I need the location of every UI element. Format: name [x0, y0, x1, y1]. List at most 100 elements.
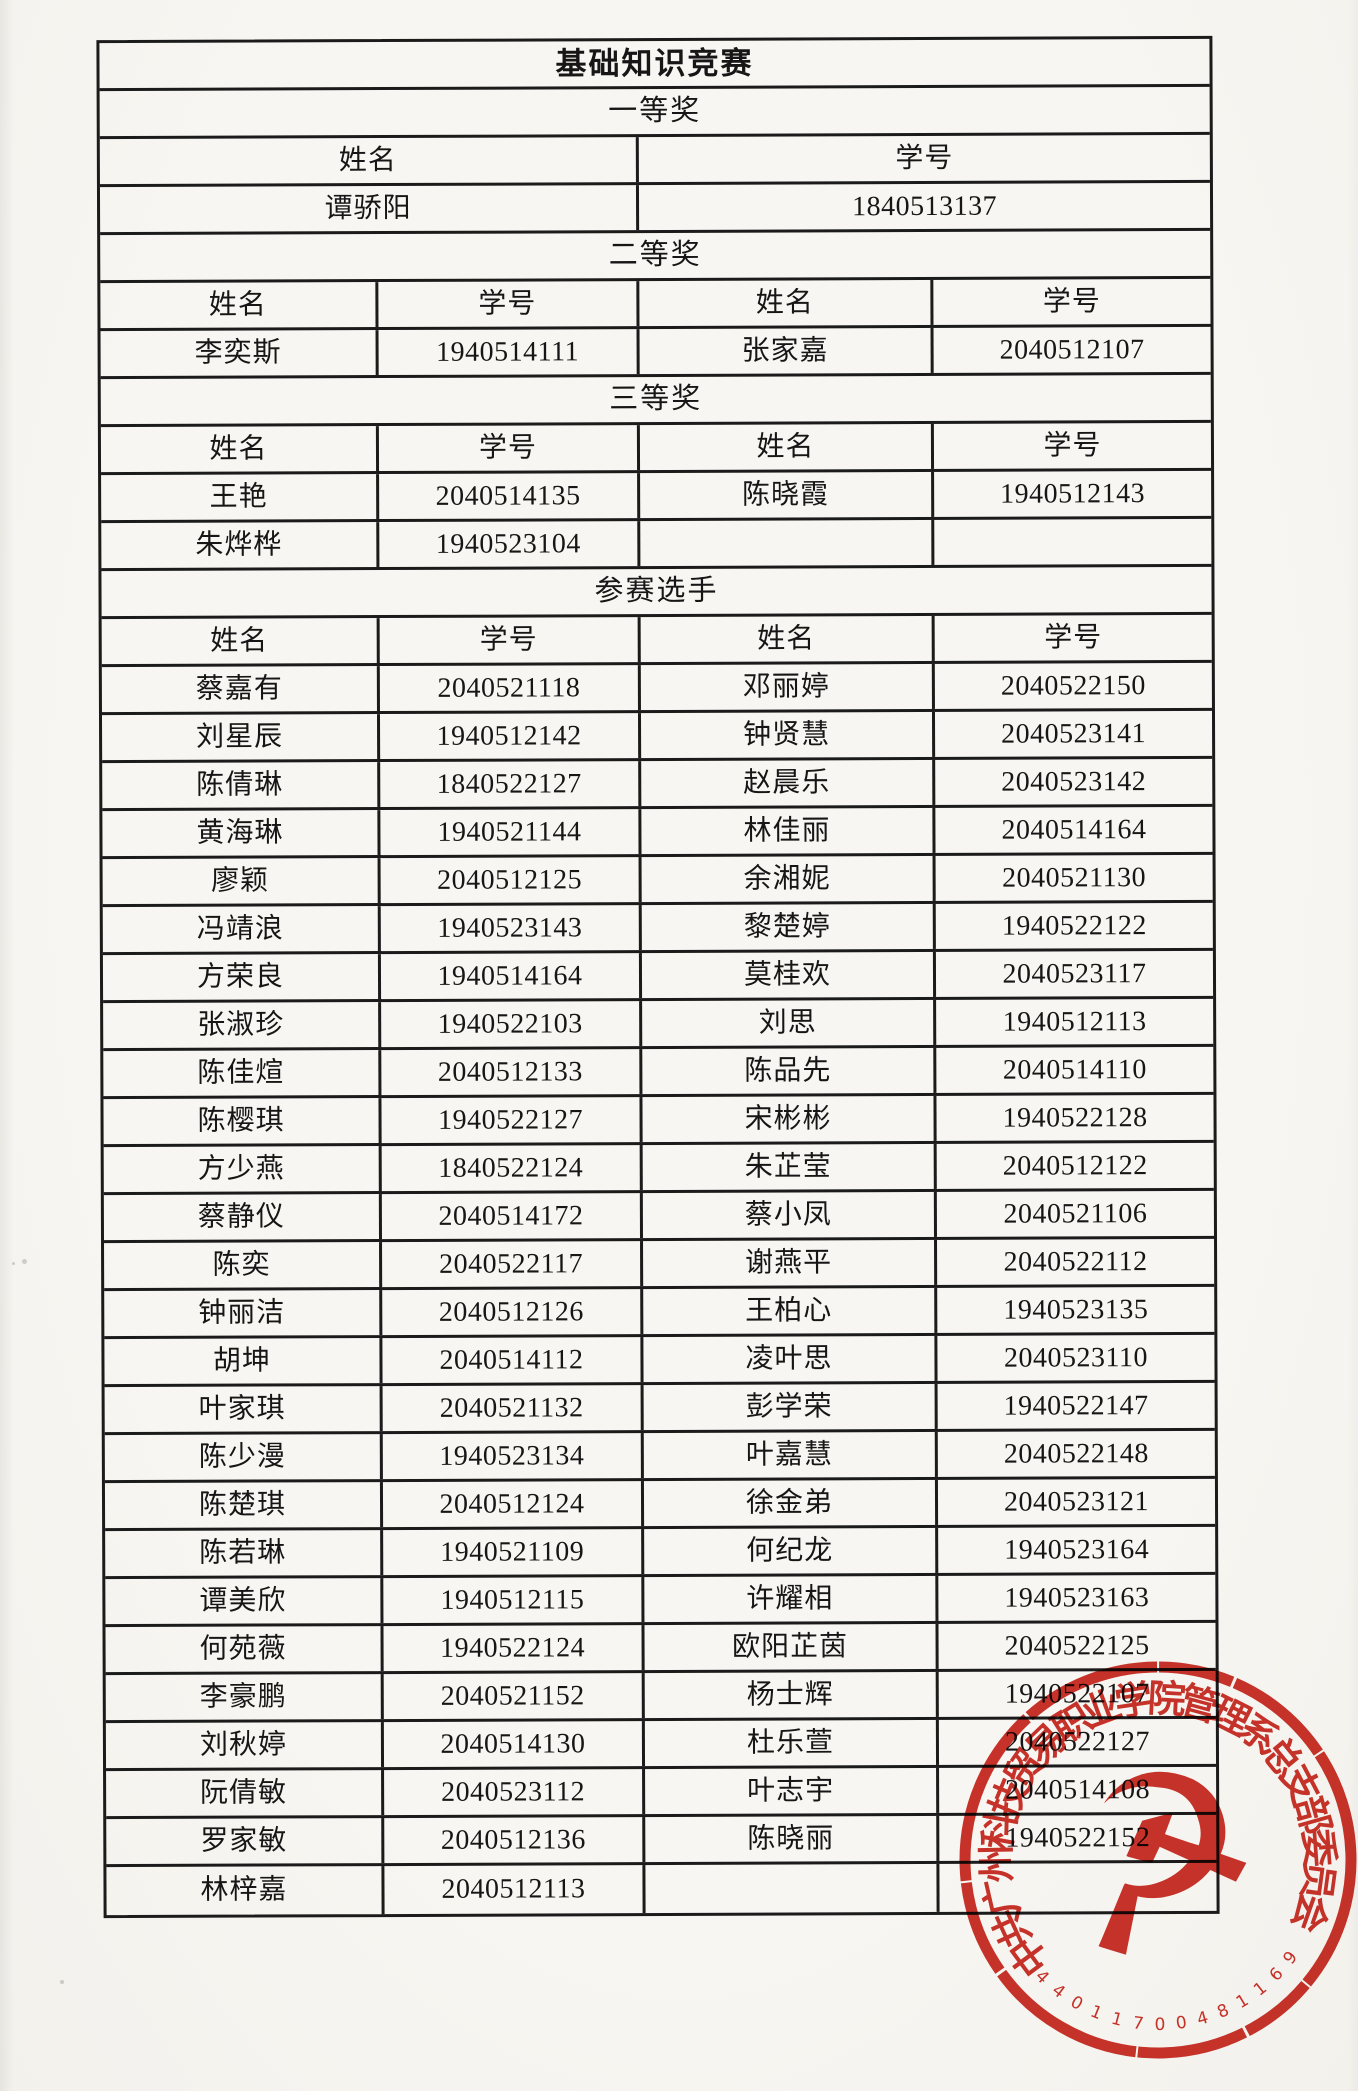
table-row: 基础知识竞赛	[99, 38, 1210, 92]
participant-name: 罗家敏	[106, 1818, 385, 1865]
participant-name: 徐金弟	[643, 1479, 939, 1527]
table-row: 朱烨桦 1940523104	[101, 518, 1212, 572]
column-header-name: 姓名	[100, 426, 380, 473]
column-header-id: 学号	[1042, 285, 1101, 318]
student-id: 2040514172	[381, 1193, 644, 1240]
participant-name: 陈品先	[642, 1047, 937, 1095]
table-row: 陈若琳 1940521109 何纪龙 1940523164	[105, 1526, 1216, 1580]
participant-name: 何苑薇	[105, 1626, 384, 1673]
student-id: 1840522124	[381, 1145, 643, 1192]
table-row: 王艳 2040514135 陈晓霞 1940512143	[101, 470, 1212, 524]
participant-name: 刘秋婷	[105, 1722, 385, 1769]
table-title: 基础知识竞赛	[555, 45, 754, 82]
student-id: 1940522147	[1003, 1389, 1149, 1422]
participant-name: 陈若琳	[105, 1530, 384, 1577]
scan-speck	[22, 1259, 27, 1264]
section-header: 二等奖	[608, 238, 702, 272]
column-header-id: 学号	[378, 281, 640, 328]
participant-name: 叶家琪	[104, 1386, 383, 1433]
table-row: 陈奕 2040522117 谢燕平 2040522112	[104, 1238, 1215, 1292]
participant-name: 阮倩敏	[106, 1770, 385, 1817]
table-row: 姓名 学号	[99, 134, 1210, 188]
table-row: 蔡静仪 2040514172 蔡小凤 2040521106	[103, 1190, 1215, 1244]
participant-name: 彭学荣	[643, 1383, 938, 1431]
table-row: 谭骄阳 1840513137	[99, 182, 1211, 236]
section-header: 一等奖	[608, 94, 702, 128]
participant-name: 叶志宇	[645, 1767, 940, 1815]
participant-name: 刘思	[642, 999, 937, 1047]
participant-name: 杜乐萱	[644, 1719, 940, 1767]
student-id: 2040523110	[1003, 1341, 1149, 1374]
participant-name: 钟贤慧	[640, 711, 936, 759]
participant-name: 叶嘉慧	[643, 1431, 938, 1479]
column-header-name: 姓名	[101, 618, 380, 665]
participant-name: 林梓嘉	[106, 1866, 385, 1916]
participant-name: 朱烨桦	[101, 522, 380, 569]
student-id: 2040512107	[999, 333, 1145, 366]
student-id: 1940514164	[380, 953, 643, 1000]
student-id: 2040512124	[382, 1481, 645, 1528]
participant-name: 凌叶思	[643, 1335, 938, 1383]
section-header: 三等奖	[609, 382, 703, 416]
table-row: 廖颖 2040512125 余湘妮 2040521130	[102, 854, 1213, 908]
student-id: 2040523141	[1001, 717, 1147, 750]
student-id: 2040522117	[382, 1241, 644, 1288]
table-row: 陈少漫 1940523134 叶嘉慧 2040522148	[104, 1430, 1215, 1484]
participant-name: 杨士辉	[644, 1671, 939, 1719]
student-id: 1940512142	[379, 713, 642, 760]
student-id: 1940522128	[1002, 1101, 1148, 1134]
student-id: 1940522103	[381, 1001, 643, 1048]
table-row: 姓名 学号 姓名 学号	[100, 422, 1212, 476]
student-id: 2040514164	[1001, 813, 1147, 846]
table-row: 冯靖浪 1940523143 黎楚婷 1940522122	[102, 902, 1213, 956]
participant-name: 何纪龙	[644, 1527, 939, 1575]
stamp-ring	[959, 1661, 1357, 2059]
student-id: 2040512136	[384, 1817, 646, 1864]
participant-name: 谭骄阳	[99, 185, 640, 233]
table-row: 姓名 学号 姓名 学号	[100, 278, 1211, 332]
table-row: 李奕斯 1940514111 张家嘉 2040512107	[100, 326, 1211, 380]
student-id: 1940522127	[381, 1097, 643, 1144]
column-header-id: 学号	[1044, 621, 1103, 654]
participant-name: 张家嘉	[639, 327, 934, 375]
student-id: 2040514135	[379, 473, 641, 520]
table-row: 三等奖	[100, 374, 1211, 428]
participant-name: 许耀相	[644, 1575, 939, 1623]
student-id: 1940521144	[380, 809, 642, 856]
participant-name: 胡坤	[104, 1338, 383, 1385]
participant-name: 陈樱琪	[103, 1098, 382, 1145]
table-row: 张淑珍 1940522103 刘思 1940512113	[103, 998, 1214, 1052]
student-id: 2040522150	[1000, 669, 1146, 702]
table-row: 黄海琳 1940521144 林佳丽 2040514164	[102, 806, 1213, 860]
award-results-table: 基础知识竞赛 一等奖 姓名 学号 谭骄阳 1840513137 二等奖 姓名 学号 姓名 学号 李奕斯…	[96, 35, 1220, 1919]
participant-name: 李奕斯	[100, 330, 379, 377]
participant-name: 欧阳芷茵	[644, 1623, 939, 1671]
student-id: 2040521130	[1002, 861, 1147, 894]
table-row: 参赛选手	[101, 566, 1212, 620]
table-row: 陈楚琪 2040512124 徐金弟 2040523121	[104, 1478, 1216, 1532]
student-id: 2040512122	[1002, 1149, 1148, 1182]
student-id: 1940523143	[380, 905, 642, 952]
participant-name: 谢燕平	[643, 1239, 938, 1287]
participant-name: 李豪鹏	[105, 1674, 384, 1721]
participant-name: 朱芷莹	[642, 1143, 937, 1191]
table-row: 方荣良 1940514164 莫桂欢 2040523117	[102, 950, 1214, 1004]
scan-speck	[60, 1980, 64, 1984]
participant-name: 方荣良	[102, 954, 382, 1001]
participant-name: 陈奕	[104, 1242, 383, 1289]
student-id: 2040521106	[1003, 1197, 1148, 1230]
participant-name: 张淑珍	[103, 1002, 382, 1049]
participant-name: 陈倩琳	[102, 762, 381, 809]
participant-name: 莫桂欢	[641, 951, 937, 999]
table-row: 陈佳煊 2040512133 陈品先 2040514110	[103, 1046, 1214, 1100]
participant-name: 宋彬彬	[642, 1095, 937, 1143]
table-row: 一等奖	[99, 86, 1210, 140]
participant-name: 黎楚婷	[641, 903, 936, 951]
participant-name: 陈晓霞	[640, 471, 935, 519]
student-id: 1840513137	[851, 190, 998, 222]
table-row: 方少燕 1840522124 朱芷莹 2040512122	[103, 1142, 1214, 1196]
student-id: 2040514112	[382, 1337, 644, 1384]
column-header-name: 姓名	[100, 282, 379, 329]
student-id: 1940523135	[1003, 1293, 1149, 1326]
column-header-name: 姓名	[639, 423, 935, 471]
